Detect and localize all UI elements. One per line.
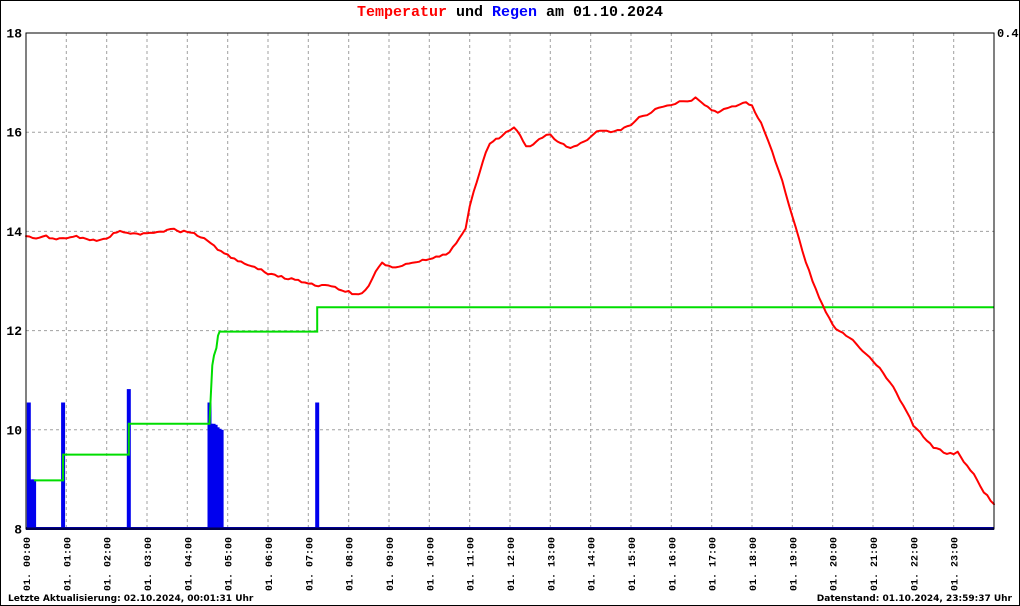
- title-connector-text: und: [446, 4, 492, 21]
- svg-text:01. 02:00: 01. 02:00: [104, 537, 115, 591]
- svg-text:01. 01:00: 01. 01:00: [63, 537, 74, 591]
- svg-text:14: 14: [6, 225, 22, 240]
- svg-text:01. 08:00: 01. 08:00: [346, 537, 357, 591]
- svg-text:01. 23:00: 01. 23:00: [951, 537, 962, 591]
- svg-text:01. 04:00: 01. 04:00: [184, 537, 195, 591]
- svg-text:01. 21:00: 01. 21:00: [870, 537, 881, 591]
- chart-title: Temperatur und Regen am 01.10.2024: [1, 4, 1019, 21]
- svg-text:01. 05:00: 01. 05:00: [225, 537, 236, 591]
- svg-text:01. 14:00: 01. 14:00: [588, 537, 599, 591]
- svg-text:16: 16: [6, 126, 22, 141]
- svg-text:01. 07:00: 01. 07:00: [305, 537, 316, 591]
- last-update-text: Letzte Aktualisierung: 02.10.2024, 00:01…: [8, 594, 254, 604]
- data-state-text: Datenstand: 01.10.2024, 23:59:37 Uhr: [816, 594, 1012, 604]
- title-rain-label: Regen: [491, 4, 537, 21]
- svg-text:01. 20:00: 01. 20:00: [830, 537, 841, 591]
- title-temperature-label: Temperatur: [356, 4, 447, 21]
- svg-text:18: 18: [6, 27, 22, 42]
- svg-text:01. 10:00: 01. 10:00: [426, 537, 437, 591]
- svg-text:01. 18:00: 01. 18:00: [749, 537, 760, 591]
- svg-text:01. 12:00: 01. 12:00: [507, 537, 518, 591]
- svg-text:10: 10: [6, 423, 22, 438]
- svg-text:01. 11:00: 01. 11:00: [467, 537, 478, 591]
- svg-text:01. 03:00: 01. 03:00: [144, 537, 155, 591]
- svg-text:01. 16:00: 01. 16:00: [668, 537, 679, 591]
- svg-text:0.4: 0.4: [997, 27, 1019, 41]
- svg-text:8: 8: [14, 523, 22, 538]
- title-date: am 01.10.2024: [537, 4, 664, 21]
- svg-text:01. 19:00: 01. 19:00: [789, 537, 800, 591]
- svg-text:12: 12: [6, 324, 22, 339]
- svg-text:01. 09:00: 01. 09:00: [386, 537, 397, 591]
- svg-text:01. 15:00: 01. 15:00: [628, 537, 639, 591]
- svg-text:01. 00:00: 01. 00:00: [23, 537, 34, 591]
- svg-text:01. 06:00: 01. 06:00: [265, 537, 276, 591]
- svg-text:01. 22:00: 01. 22:00: [910, 537, 921, 591]
- svg-text:01. 13:00: 01. 13:00: [547, 537, 558, 591]
- svg-text:01. 17:00: 01. 17:00: [709, 537, 720, 591]
